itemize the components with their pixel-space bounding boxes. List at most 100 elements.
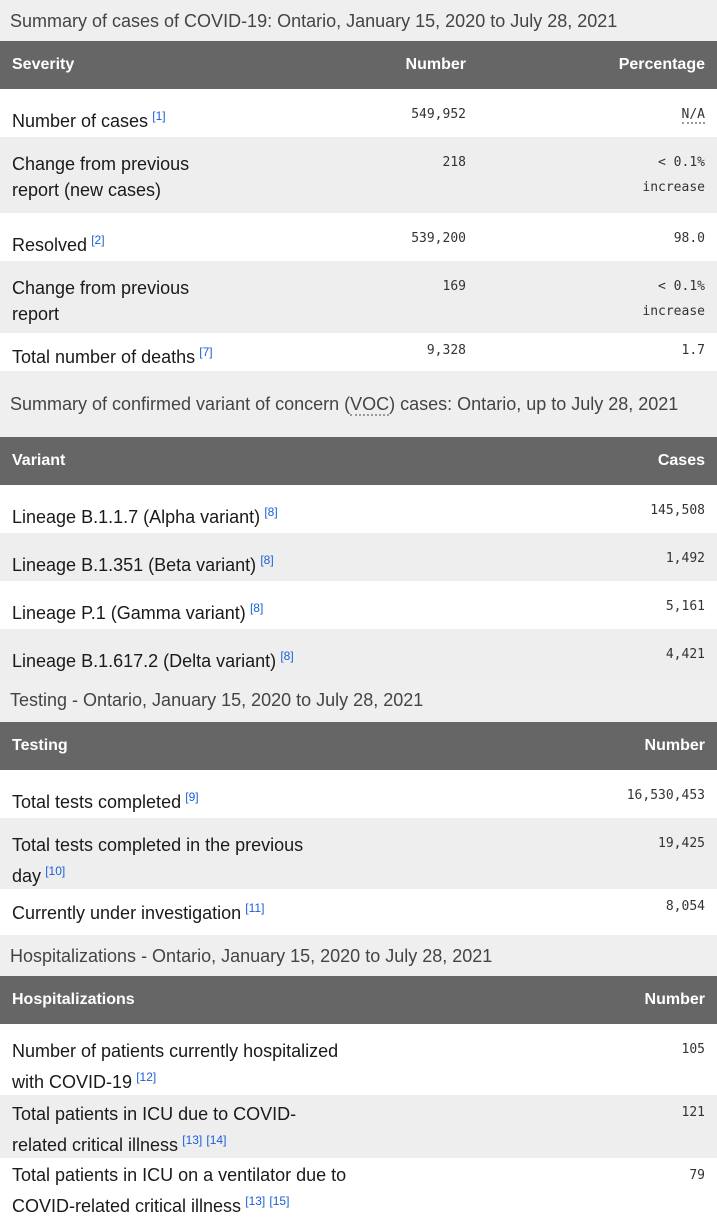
table-row: Number of patients currently hospitalize…: [0, 1024, 717, 1095]
footnote-link[interactable]: [11]: [245, 901, 264, 915]
not-applicable-abbreviation[interactable]: N/A: [682, 107, 705, 124]
row-value: < 0.1% increase: [478, 261, 717, 333]
column-header: Number: [359, 722, 717, 770]
table-row: Lineage P.1 (Gamma variant) [8] 5,161: [0, 581, 717, 629]
change-direction: increase: [490, 304, 705, 319]
column-header: Variant: [0, 437, 359, 485]
table-row: Total tests completed in the previous da…: [0, 818, 717, 889]
table-row: Lineage B.1.351 (Beta variant) [8] 1,492: [0, 533, 717, 581]
variant-table: Summary of confirmed variant of concern …: [0, 371, 717, 677]
row-label: Resolved [2]: [0, 213, 239, 261]
row-value: 9,328: [239, 333, 478, 371]
hospitalizations-table: Hospitalizations - Ontario, January 15, …: [0, 935, 717, 1220]
voc-abbreviation[interactable]: VOC: [350, 394, 389, 416]
value-text: 121: [682, 1105, 705, 1120]
row-value: 1.7: [478, 333, 717, 371]
row-value: 98.0: [478, 213, 717, 261]
table-caption: Hospitalizations - Ontario, January 15, …: [0, 935, 717, 976]
row-value: 549,952: [239, 89, 478, 137]
row-value: 19,425: [359, 818, 717, 889]
row-label: Number of patients currently hospitalize…: [0, 1024, 359, 1095]
footnote-link[interactable]: [15]: [269, 1194, 289, 1208]
footnote-link[interactable]: [10]: [45, 864, 65, 878]
value-text: 539,200: [411, 231, 466, 246]
table-row: Total patients in ICU on a ventilator du…: [0, 1158, 717, 1220]
row-label-text: Resolved: [12, 235, 87, 255]
footnote-link[interactable]: [8]: [280, 649, 293, 663]
table-row: Number of cases [1]549,952 N/A: [0, 89, 717, 137]
value-text: 79: [689, 1168, 705, 1183]
row-value: 121: [359, 1095, 717, 1158]
row-value: 4,421: [359, 629, 717, 677]
row-label: Number of cases [1]: [0, 89, 239, 137]
row-label-text: Number of patients currently hospitalize…: [12, 1041, 338, 1092]
footnote-link[interactable]: [12]: [136, 1070, 156, 1084]
value-text: 1,492: [666, 551, 705, 566]
row-label: Change from previous report (new cases): [0, 137, 239, 213]
column-header: Number: [359, 976, 717, 1024]
value-text: 8,054: [666, 899, 705, 914]
testing-table: Testing - Ontario, January 15, 2020 to J…: [0, 677, 717, 935]
row-label: Total number of deaths [7]: [0, 333, 239, 371]
value-text: < 0.1%: [658, 155, 705, 170]
footnote-link[interactable]: [8]: [264, 505, 277, 519]
table-row: Currently under investigation [11] 8,054: [0, 889, 717, 935]
value-text: 145,508: [650, 503, 705, 518]
row-value: 16,530,453: [359, 770, 717, 818]
value-text: 19,425: [658, 836, 705, 851]
value-text: 105: [682, 1042, 705, 1057]
column-header: Hospitalizations: [0, 976, 359, 1024]
row-label-text: Lineage P.1 (Gamma variant): [12, 603, 246, 623]
table-row: Change from previous report 169 < 0.1% incr…: [0, 261, 717, 333]
row-value: < 0.1%increase: [478, 137, 717, 213]
row-value: 169: [239, 261, 478, 333]
value-text: 9,328: [427, 343, 466, 358]
row-value: 79: [359, 1158, 717, 1220]
footnote-link[interactable]: [2]: [91, 233, 104, 247]
column-header: Severity: [0, 41, 239, 89]
row-value: 218: [239, 137, 478, 213]
column-header: Percentage: [478, 41, 717, 89]
column-header: Cases: [359, 437, 717, 485]
footnote-link[interactable]: [7]: [199, 345, 212, 359]
row-label: Lineage B.1.617.2 (Delta variant) [8]: [0, 629, 359, 677]
table-row: Total number of deaths [7] 9,328 1.7: [0, 333, 717, 371]
value-text: 169: [443, 279, 466, 294]
table-row: Total tests completed [9]16,530,453: [0, 770, 717, 818]
footnote-link[interactable]: [14]: [206, 1133, 226, 1147]
row-label-text: Total patients in ICU on a ventilator du…: [12, 1165, 346, 1216]
value-text: 1.7: [682, 343, 705, 358]
table-row: Total patients in ICU due to COVID-relat…: [0, 1095, 717, 1158]
row-label: Currently under investigation [11]: [0, 889, 359, 935]
footnote-link[interactable]: [13]: [245, 1194, 265, 1208]
value-text: < 0.1%: [658, 279, 705, 294]
row-value: 539,200: [239, 213, 478, 261]
row-value: 105: [359, 1024, 717, 1095]
row-label-text: Lineage B.1.617.2 (Delta variant): [12, 651, 276, 671]
row-label-text: Total patients in ICU due to COVID-relat…: [12, 1104, 296, 1155]
footnote-link[interactable]: [13]: [182, 1133, 202, 1147]
row-label: Total patients in ICU on a ventilator du…: [0, 1158, 359, 1220]
footnote-link[interactable]: [8]: [250, 601, 263, 615]
row-label-text: Change from previous report: [12, 278, 189, 324]
column-header: Testing: [0, 722, 359, 770]
row-label-text: Lineage B.1.351 (Beta variant): [12, 555, 256, 575]
table-row: Lineage B.1.1.7 (Alpha variant) [8] 145,5…: [0, 485, 717, 533]
footnote-link[interactable]: [1]: [152, 109, 165, 123]
row-value: N/A: [478, 89, 717, 137]
row-label: Total tests completed in the previous da…: [0, 818, 359, 889]
row-label: Total tests completed [9]: [0, 770, 359, 818]
footnote-link[interactable]: [9]: [185, 790, 198, 804]
value-text: 98.0: [674, 231, 705, 246]
value-text: 5,161: [666, 599, 705, 614]
row-label: Lineage B.1.1.7 (Alpha variant) [8]: [0, 485, 359, 533]
row-value: 5,161: [359, 581, 717, 629]
row-value: 145,508: [359, 485, 717, 533]
row-label-text: Lineage B.1.1.7 (Alpha variant): [12, 507, 260, 527]
value-text: 4,421: [666, 647, 705, 662]
footnote-link[interactable]: [8]: [260, 553, 273, 567]
